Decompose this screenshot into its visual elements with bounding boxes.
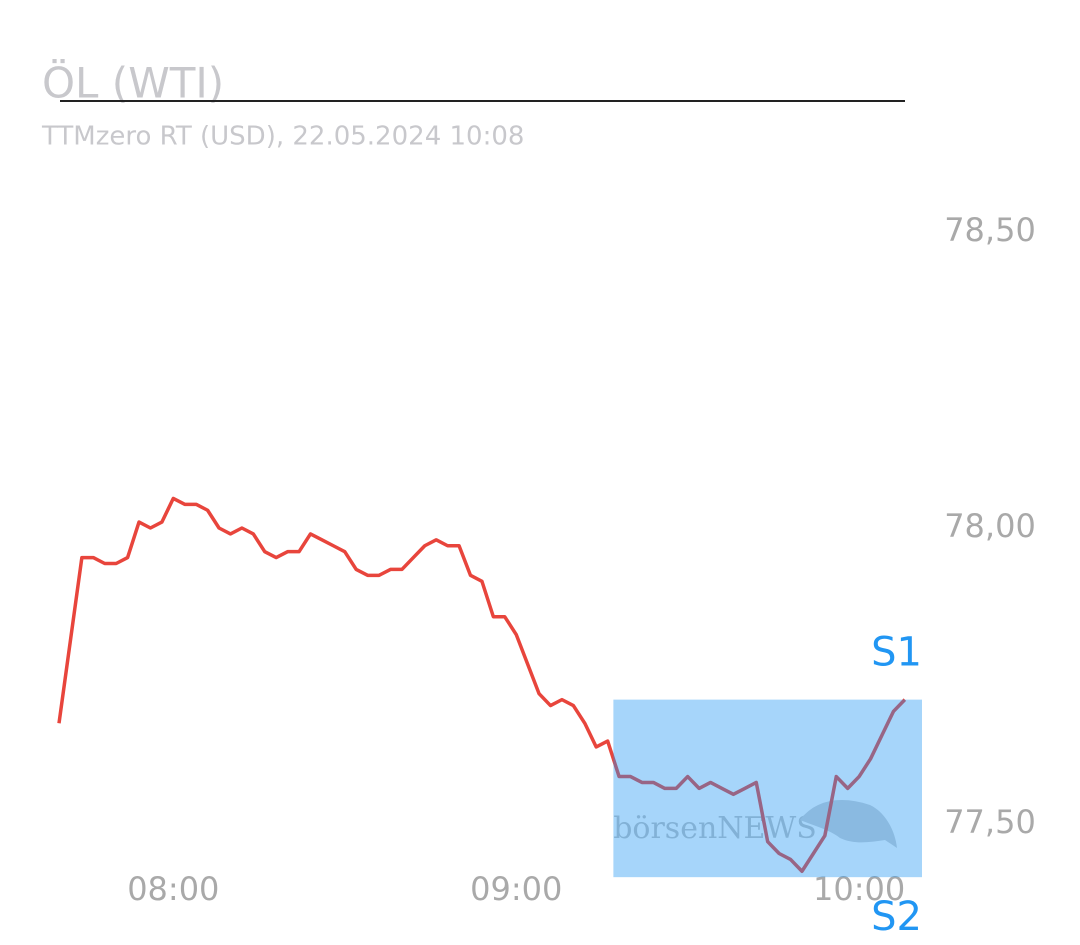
- x-tick-label: 10:00: [813, 870, 905, 908]
- watermark: börsenNEWS: [613, 811, 817, 846]
- chart-title: ÖL (WTI): [42, 58, 224, 108]
- x-tick-label: 08:00: [127, 870, 219, 908]
- level-label: S2: [871, 894, 922, 940]
- y-tick-label: 77,50: [944, 803, 1036, 841]
- support-zone: [613, 699, 922, 878]
- watermark-bull: [800, 800, 897, 848]
- chart-subtitle: TTMzero RT (USD), 22.05.2024 10:08: [41, 122, 524, 152]
- y-tick-label: 78,00: [944, 507, 1036, 545]
- y-tick-label: 78,50: [944, 211, 1036, 249]
- level-label: S1: [871, 630, 922, 676]
- x-tick-label: 09:00: [470, 870, 562, 908]
- price-line: [57, 496, 907, 873]
